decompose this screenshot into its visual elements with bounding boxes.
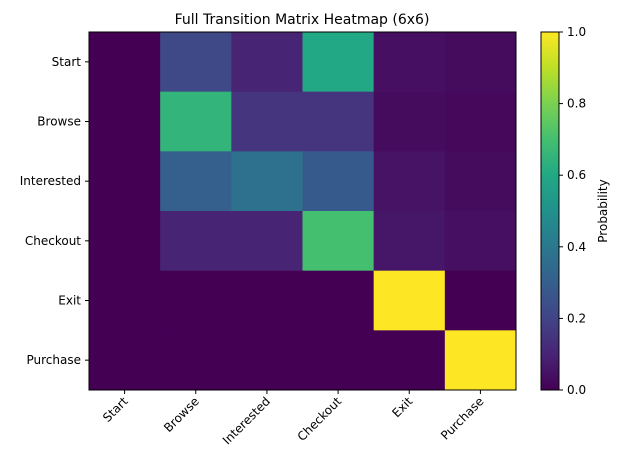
heatmap-cell — [302, 91, 375, 152]
heatmap-cell — [231, 32, 303, 93]
colorbar-tick-label: 0.0 — [567, 383, 586, 397]
chart-title: Full Transition Matrix Heatmap (6x6) — [175, 12, 430, 28]
colorbar-tick-label: 0.6 — [567, 168, 586, 182]
row-tick-label: Exit — [58, 294, 81, 308]
col-tick-label: Checkout — [295, 394, 345, 444]
heatmap-cell — [444, 151, 517, 212]
col-tick-label: Exit — [389, 394, 415, 420]
row-ticks: Start Browse Interested Checkout Exit Purchas… — [20, 55, 89, 367]
plot-frame — [88, 31, 517, 391]
heatmap-cells — [89, 32, 517, 391]
heatmap-cell — [89, 32, 161, 93]
col-tick-label: Purchase — [438, 394, 486, 442]
heatmap-cell — [302, 270, 375, 331]
heatmap-cell — [160, 330, 232, 391]
heatmap-cell — [444, 32, 517, 93]
heatmap-cell — [160, 32, 232, 93]
heatmap-cell — [160, 151, 232, 212]
heatmap-cell — [231, 211, 303, 272]
heatmap-cell — [89, 330, 161, 391]
heatmap-cell — [302, 211, 375, 272]
heatmap-cell — [444, 91, 517, 152]
heatmap-cell — [373, 330, 446, 391]
col-tick-label: Browse — [161, 394, 202, 435]
colorbar-tick-label: 0.2 — [567, 311, 586, 325]
row-tick-label: Start — [52, 55, 82, 69]
colorbar-gradient — [540, 31, 560, 391]
heatmap-cell — [302, 32, 375, 93]
heatmap-cell — [160, 91, 232, 152]
heatmap-cell — [89, 270, 161, 331]
colorbar-label: Probability — [596, 179, 610, 242]
col-tick-label: Interested — [220, 394, 273, 447]
heatmap-cell — [444, 211, 517, 272]
heatmap-cell — [89, 151, 161, 212]
col-tick-label: Start — [100, 394, 131, 425]
heatmap-cell — [160, 211, 232, 272]
heatmap-cell — [160, 270, 232, 331]
colorbar-tick-label: 0.4 — [567, 240, 586, 254]
heatmap-cell — [373, 91, 446, 152]
heatmap-cell — [231, 330, 303, 391]
heatmap-cell — [231, 151, 303, 212]
row-tick-label: Interested — [20, 174, 81, 188]
colorbar-tick-label: 0.8 — [567, 97, 586, 111]
heatmap-cell — [302, 151, 375, 212]
colorbar: 0.0 0.2 0.4 0.6 0.8 1.0 Probability — [540, 25, 610, 397]
col-ticks: Start Browse Interested Checkout Exit Purchas… — [100, 390, 487, 447]
row-tick-label: Browse — [37, 115, 81, 129]
heatmap-cell — [373, 211, 446, 272]
heatmap-cell — [373, 151, 446, 212]
heatmap-cell — [89, 91, 161, 152]
heatmap-cell — [373, 270, 446, 331]
heatmap-cell — [231, 91, 303, 152]
colorbar-ticks: 0.0 0.2 0.4 0.6 0.8 1.0 — [559, 25, 586, 397]
heatmap-cell — [89, 211, 161, 272]
heatmap-cell — [373, 32, 446, 93]
heatmap-cell — [444, 270, 517, 331]
heatmap-cell — [302, 330, 375, 391]
heatmap-cell — [444, 330, 517, 391]
row-tick-label: Purchase — [27, 353, 82, 367]
heatmap-cell — [231, 270, 303, 331]
row-tick-label: Checkout — [25, 234, 81, 248]
colorbar-tick-label: 1.0 — [567, 25, 586, 39]
